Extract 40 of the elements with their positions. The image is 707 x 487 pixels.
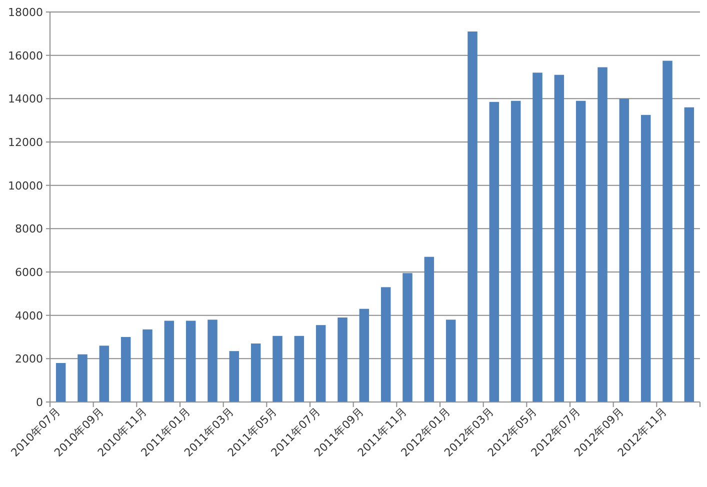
bar — [142, 329, 152, 402]
bar — [468, 32, 478, 402]
bar — [619, 98, 630, 402]
bar — [56, 363, 66, 402]
bar — [424, 256, 434, 402]
bar — [272, 336, 282, 402]
bar — [294, 336, 304, 402]
y-tick-label: 10000 — [8, 179, 43, 192]
bar — [446, 320, 456, 402]
bar — [576, 100, 586, 402]
bar — [532, 72, 542, 402]
y-tick-label: 6000 — [15, 266, 43, 279]
bar — [316, 325, 326, 402]
bar — [380, 287, 391, 402]
y-tick-label: 16000 — [8, 49, 43, 62]
bar — [640, 114, 651, 402]
y-tick-label: 12000 — [8, 136, 43, 149]
bar — [250, 344, 261, 402]
bar — [78, 354, 88, 402]
bar — [208, 320, 218, 402]
y-tick-label: 4000 — [15, 309, 43, 322]
bar — [120, 337, 131, 402]
bar — [359, 308, 370, 402]
bar — [99, 346, 110, 402]
bar — [554, 74, 564, 402]
bar — [164, 320, 174, 402]
y-tick-label: 18000 — [8, 6, 43, 19]
bar — [489, 102, 500, 402]
bar — [662, 60, 672, 402]
bar — [229, 351, 240, 402]
y-tick-label: 2000 — [15, 352, 43, 366]
bar — [402, 273, 412, 402]
bar — [598, 67, 608, 402]
y-tick-label: 14000 — [8, 92, 43, 106]
y-tick-label: 8000 — [15, 222, 43, 236]
bar — [510, 100, 521, 402]
bar — [338, 318, 348, 402]
y-tick-label: 0 — [36, 396, 43, 409]
bar — [186, 320, 196, 402]
bar — [684, 107, 694, 402]
